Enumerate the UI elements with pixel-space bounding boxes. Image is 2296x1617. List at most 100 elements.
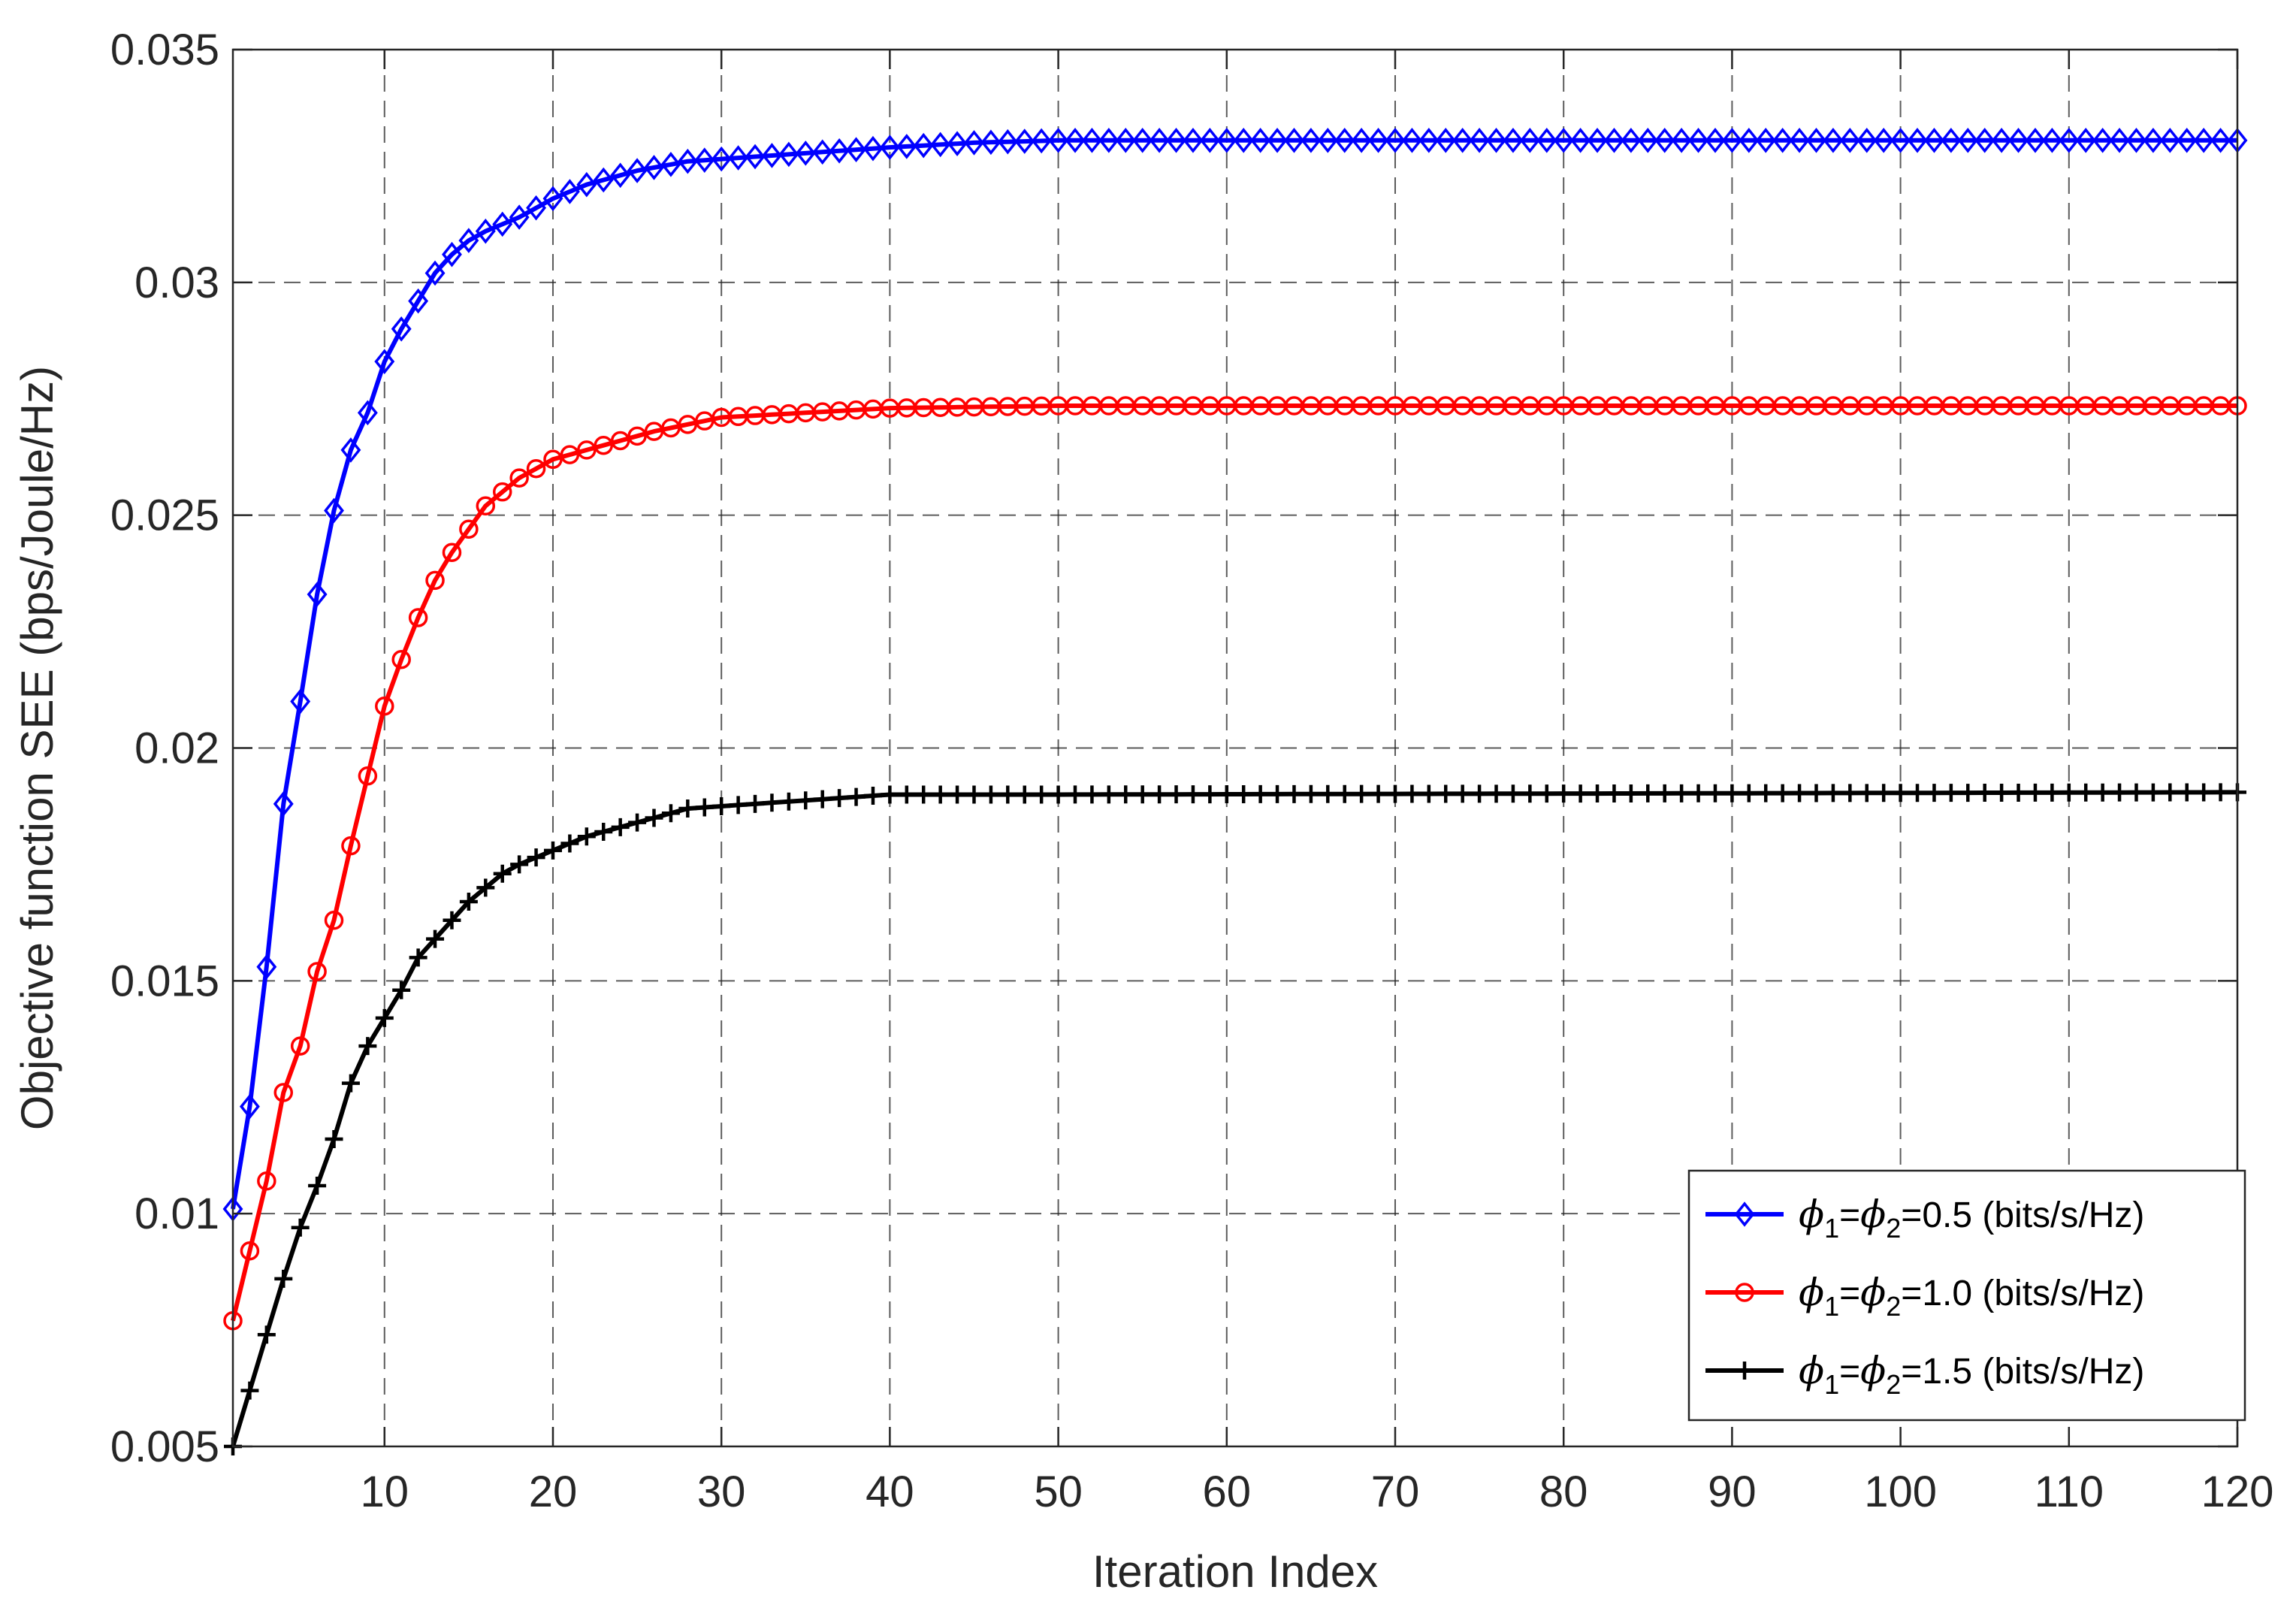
data-point [1452, 128, 1473, 153]
data-point [1099, 785, 1118, 804]
data-point [863, 787, 882, 805]
data-point [813, 790, 832, 808]
data-point [476, 496, 496, 516]
legend-item: ϕ1=ϕ2=1.5 (bits/s/Hz) [1705, 1349, 2144, 1400]
data-point [1959, 784, 1977, 802]
data-point [459, 519, 479, 540]
data-point [830, 789, 849, 808]
data-point [1150, 785, 1169, 804]
data-point [1689, 784, 1708, 802]
data-point [577, 440, 597, 460]
data-point [1621, 784, 1640, 802]
data-point [847, 787, 866, 806]
data-point [1839, 128, 1860, 153]
data-point [964, 130, 984, 156]
data-point [2043, 783, 2062, 802]
data-point [408, 288, 429, 314]
data-point [375, 696, 394, 716]
data-point [308, 1176, 327, 1195]
data-point [1941, 784, 1960, 802]
data-point [1723, 784, 1742, 802]
x-tick-label: 90 [1708, 1467, 1757, 1516]
data-point [2059, 128, 2080, 153]
data-point [1873, 128, 1894, 153]
data-point [2092, 128, 2113, 153]
data-point [2193, 128, 2214, 153]
data-point [1334, 128, 1355, 153]
data-point [1721, 128, 1742, 153]
y-tick-label: 0.03 [134, 258, 219, 307]
data-point [1251, 784, 1270, 803]
data-point [1773, 784, 1792, 802]
data-point [812, 139, 833, 165]
x-tick-label: 50 [1034, 1467, 1083, 1516]
data-point [273, 791, 294, 817]
data-point [391, 650, 411, 669]
data-point [341, 836, 361, 856]
data-point [1437, 784, 1455, 803]
series-plus [224, 783, 2246, 1455]
data-point [931, 785, 950, 804]
data-point [2075, 128, 2096, 153]
data-point [863, 135, 884, 162]
data-point [795, 141, 816, 166]
data-point [1352, 784, 1371, 803]
data-point [543, 449, 563, 470]
data-point [2211, 783, 2230, 802]
data-point [695, 798, 714, 817]
data-point [493, 864, 512, 883]
data-point [1807, 784, 1826, 802]
data-point [1081, 128, 1102, 153]
data-point [1167, 785, 1186, 804]
data-point [1671, 128, 1692, 153]
data-point [1739, 784, 1758, 802]
data-point [1066, 785, 1085, 804]
data-point [1637, 128, 1658, 153]
data-point [2009, 783, 2028, 802]
data-point [374, 349, 395, 374]
data-point [442, 241, 462, 267]
data-point [1974, 128, 1995, 153]
data-point [1116, 785, 1135, 804]
data-point [492, 211, 513, 237]
data-point [307, 582, 328, 607]
data-point [593, 167, 614, 193]
data-point [610, 431, 630, 451]
data-point [896, 134, 917, 159]
data-point [1368, 128, 1389, 153]
x-tick-label: 20 [529, 1467, 578, 1516]
x-tick-label: 100 [1864, 1467, 1937, 1516]
data-point [1841, 784, 1859, 802]
data-point [1032, 785, 1051, 804]
legend-item: ϕ1=ϕ2=0.5 (bits/s/Hz) [1705, 1192, 2144, 1244]
data-point [778, 141, 799, 168]
data-point [1536, 128, 1557, 153]
data-point [1655, 784, 1674, 802]
data-point [1519, 128, 1540, 153]
data-point [1250, 128, 1271, 153]
data-point [779, 792, 798, 811]
data-point [1335, 784, 1354, 803]
data-point [273, 1083, 294, 1102]
data-point [1857, 784, 1876, 802]
data-point [526, 458, 546, 479]
data-point [1369, 784, 1388, 803]
y-tick-label: 0.01 [134, 1189, 219, 1238]
data-point [2093, 783, 2112, 802]
data-point [2077, 783, 2095, 802]
data-point [694, 147, 715, 173]
data-point [1654, 128, 1675, 153]
data-point [594, 435, 613, 455]
data-point [1739, 128, 1760, 153]
data-point [1975, 784, 1994, 802]
data-point [409, 948, 427, 967]
data-point [560, 834, 579, 853]
data-point [948, 785, 967, 804]
data-point [2110, 783, 2129, 802]
data-point [1083, 785, 1101, 804]
data-point [1435, 128, 1456, 153]
data-point [1048, 128, 1069, 153]
data-point [1201, 785, 1219, 804]
data-point [998, 785, 1017, 804]
data-point [1166, 128, 1186, 153]
